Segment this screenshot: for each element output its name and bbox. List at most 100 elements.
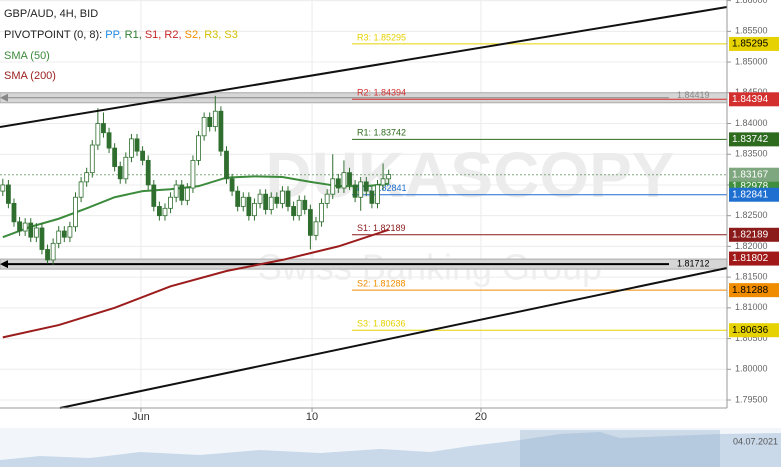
candle-body [168, 196, 173, 209]
candle-body [56, 230, 62, 244]
candle-body [156, 206, 162, 217]
chart-title: GBP/AUD, 4H, BID [4, 8, 98, 20]
legend-entry: SMA (50) [4, 50, 50, 62]
price-tag-label: 1.83742 [732, 134, 769, 145]
candle-body [45, 249, 50, 261]
y-tick-label: 1.83500 [735, 149, 768, 159]
price-tag-label: 1.85295 [732, 39, 769, 50]
h-line-label: 1.84419 [677, 90, 710, 100]
trend-line [0, 6, 728, 128]
price-tag [729, 283, 779, 298]
candle-body [5, 184, 11, 204]
indicator-legend: PIVOTPOINT (0, 8): PP, R1, S1, R2, S2, R… [4, 29, 238, 41]
y-tick-label: 1.85500 [735, 26, 768, 36]
candle-body [179, 184, 185, 201]
candle-body [224, 150, 229, 180]
arrow [0, 93, 8, 102]
candle-body [240, 196, 246, 207]
legend-entry: R3, [204, 29, 221, 41]
candle-body [285, 190, 291, 207]
candle-body [190, 159, 196, 189]
candle-body [173, 184, 179, 198]
price-tag-label: 1.83167 [732, 169, 769, 180]
candle-body [129, 138, 134, 158]
trend-line [59, 267, 728, 409]
sma-line [2, 228, 389, 339]
y-tick-label: 1.81000 [735, 302, 768, 312]
price-tag-label: 1.81802 [732, 253, 769, 264]
candle-body [352, 184, 358, 198]
legend-entry: SMA (200) [4, 70, 56, 82]
price-tag-label: 1.81288 [732, 285, 769, 296]
candle-body [252, 202, 257, 217]
legend-entry: PIVOTPOINT (0, 8): [4, 29, 102, 41]
candle-body [335, 178, 341, 189]
navigator-window[interactable] [520, 430, 720, 467]
candle-body [207, 116, 213, 127]
candle-body [140, 150, 146, 161]
legend-entry: S3 [224, 29, 237, 41]
candle-body [39, 227, 45, 250]
candle-body [73, 196, 78, 228]
candle-body [196, 135, 201, 161]
y-tick-label: 1.82000 [735, 241, 768, 251]
candle-body [347, 172, 352, 186]
price-tag [729, 132, 779, 147]
y-tick-label: 1.80500 [735, 333, 768, 343]
candle-body [313, 221, 319, 236]
y-tick-label: 1.81500 [735, 271, 768, 281]
candle-body [95, 123, 101, 146]
candle-body [341, 172, 347, 189]
x-tick-label: Jun [132, 411, 150, 423]
candle-body [212, 110, 218, 127]
price-tag [729, 187, 779, 202]
candle-body [291, 206, 296, 217]
candle-body [123, 156, 129, 180]
price-tag [729, 323, 779, 338]
candle-body [380, 178, 386, 186]
pivot-label: S1: 1.82189 [357, 223, 406, 233]
price-tag-label: 1.82978 [732, 181, 769, 192]
candle-body [84, 172, 90, 183]
pivot-label: R2: 1.84394 [357, 88, 406, 98]
candle-body [117, 166, 123, 180]
price-tag-label: 1.80636 [732, 325, 769, 336]
candle-body [324, 193, 330, 204]
price-tag [729, 227, 779, 242]
legend-entry: S1, [145, 29, 162, 41]
legend: SMA (50) SMA (200) [4, 50, 56, 82]
candle-body [302, 199, 308, 210]
candle-body [369, 190, 375, 204]
x-tick-label: 20 [475, 411, 487, 423]
candle-body [101, 123, 106, 134]
y-tick-label: 1.80000 [735, 364, 768, 374]
price-tag [729, 92, 779, 107]
y-tick-label: 1.84500 [735, 87, 768, 97]
navigator-area [0, 432, 781, 467]
candle-body [319, 202, 324, 223]
candle-body [218, 110, 224, 152]
y-tick-label: 1.82500 [735, 210, 768, 220]
candle-body [89, 144, 95, 174]
sma-line [2, 175, 389, 239]
pivot-label: S2: 1.81288 [357, 279, 406, 289]
y-tick-label: 1.84000 [735, 118, 768, 128]
price-tag-label: 1.84394 [732, 94, 769, 105]
candle-body [257, 193, 263, 204]
candle-body [229, 178, 235, 192]
candle-body [184, 187, 190, 201]
candle-body [134, 138, 140, 152]
price-tag [729, 36, 779, 51]
candle-body [28, 222, 34, 238]
candle-body [246, 196, 252, 217]
candle-body [33, 227, 39, 238]
candle-body [280, 190, 285, 204]
y-tick-label: 1.85000 [735, 56, 768, 66]
legend-entry: R2, [164, 29, 181, 41]
plot: R3: 1.85295 R2: 1.84394 R1: 1.83742 PP: 1.8… [0, 32, 727, 339]
candle-body [17, 221, 22, 232]
h-line-label: 1.81712 [677, 258, 710, 268]
date-label: 04.07.2021 [733, 436, 778, 446]
candle-body [0, 184, 6, 192]
